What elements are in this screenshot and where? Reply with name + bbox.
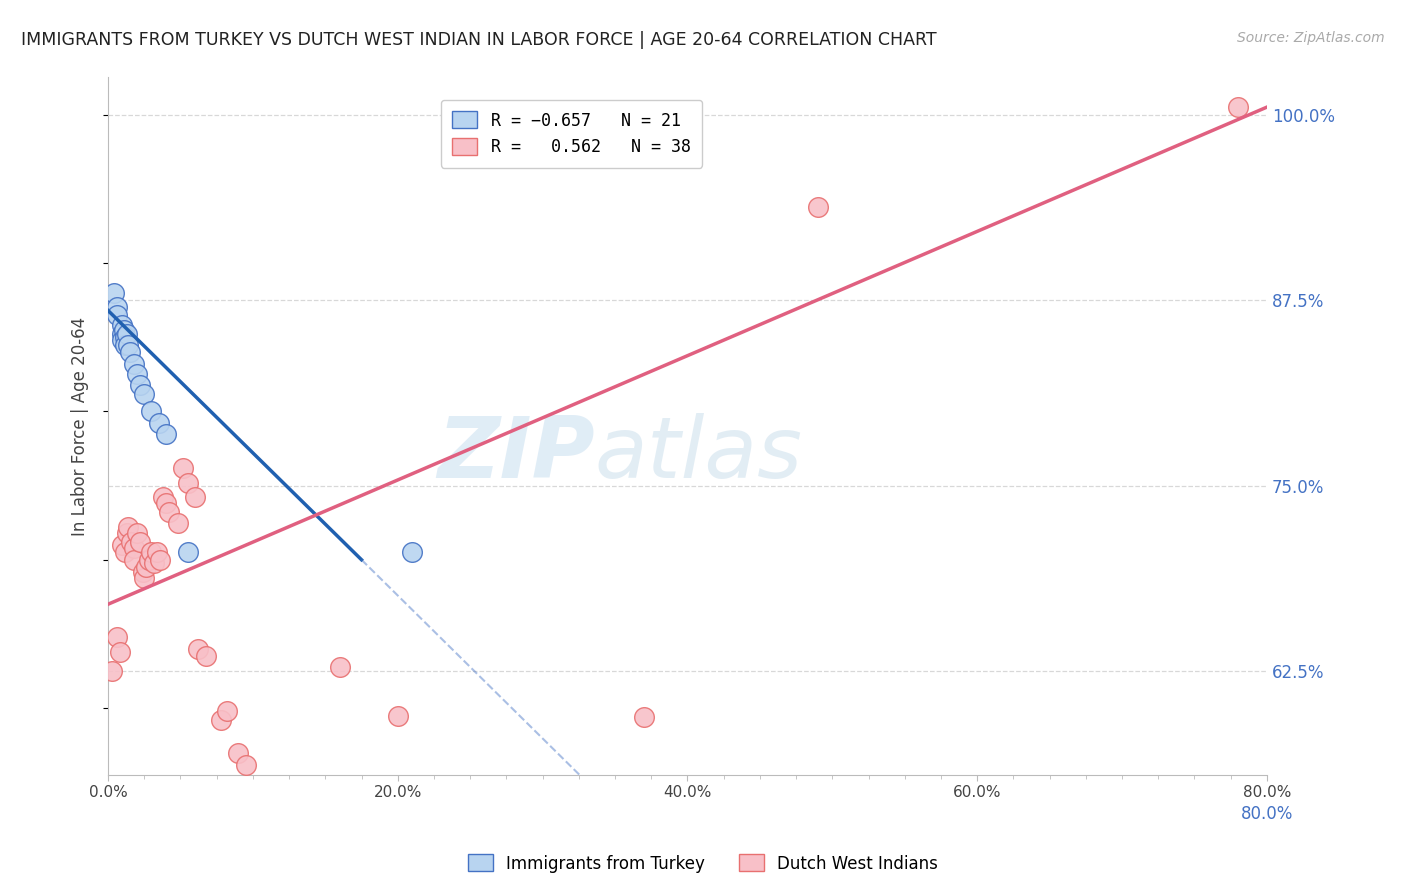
Y-axis label: In Labor Force | Age 20-64: In Labor Force | Age 20-64 [72, 317, 89, 536]
Point [141, 545, 163, 559]
Point [115, 526, 138, 541]
Point [120, 535, 142, 549]
Point [125, 368, 148, 382]
Point [114, 337, 136, 351]
Point [157, 505, 180, 519]
Point [215, 704, 238, 718]
Point [176, 475, 198, 490]
Point [134, 570, 156, 584]
Point [152, 491, 174, 505]
Point [105, 308, 128, 322]
Point [128, 535, 150, 549]
Point [387, 708, 409, 723]
Point [128, 377, 150, 392]
Point [108, 645, 131, 659]
Point [105, 301, 128, 315]
Point [176, 545, 198, 559]
Point [134, 386, 156, 401]
Point [401, 545, 423, 559]
Point [105, 630, 128, 644]
Point [132, 565, 155, 579]
Point [111, 333, 134, 347]
Point [155, 496, 177, 510]
Point [112, 323, 135, 337]
Point [195, 649, 218, 664]
Point [228, 746, 250, 760]
Legend: Immigrants from Turkey, Dutch West Indians: Immigrants from Turkey, Dutch West India… [461, 847, 945, 880]
Point [117, 520, 139, 534]
Point [184, 491, 207, 505]
Point [148, 416, 170, 430]
Point [117, 337, 139, 351]
Text: 80.0%: 80.0% [1240, 805, 1294, 823]
Text: atlas: atlas [595, 413, 803, 496]
Legend: R = −0.657   N = 21, R =   0.562   N = 38: R = −0.657 N = 21, R = 0.562 N = 38 [440, 100, 703, 168]
Point [155, 426, 177, 441]
Point [141, 404, 163, 418]
Point [143, 556, 166, 570]
Point [146, 545, 169, 559]
Point [166, 516, 188, 530]
Point [118, 345, 141, 359]
Point [135, 560, 157, 574]
Point [111, 318, 134, 333]
Point [101, 664, 124, 678]
Point [149, 553, 172, 567]
Text: ZIP: ZIP [437, 413, 595, 496]
Point [114, 545, 136, 559]
Point [807, 200, 830, 214]
Point [114, 330, 136, 344]
Point [122, 541, 145, 555]
Point [115, 327, 138, 342]
Point [633, 710, 655, 724]
Point [125, 526, 148, 541]
Point [172, 460, 194, 475]
Point [138, 553, 160, 567]
Text: Source: ZipAtlas.com: Source: ZipAtlas.com [1237, 31, 1385, 45]
Point [1226, 100, 1249, 114]
Point [122, 357, 145, 371]
Point [111, 327, 134, 342]
Point [103, 285, 125, 300]
Point [209, 713, 232, 727]
Text: IMMIGRANTS FROM TURKEY VS DUTCH WEST INDIAN IN LABOR FORCE | AGE 20-64 CORRELATI: IMMIGRANTS FROM TURKEY VS DUTCH WEST IND… [21, 31, 936, 49]
Point [111, 538, 134, 552]
Point [235, 757, 257, 772]
Point [122, 553, 145, 567]
Point [187, 641, 209, 656]
Point [329, 659, 352, 673]
